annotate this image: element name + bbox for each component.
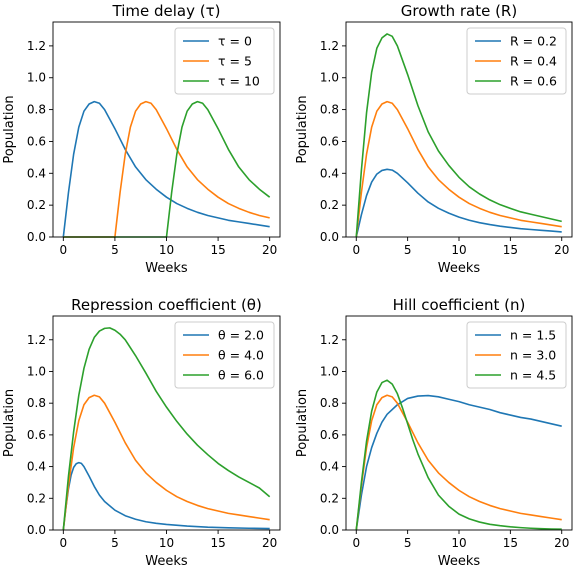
y-tick-label: 0.0 (27, 523, 46, 537)
series-line-2 (356, 380, 561, 530)
y-tick-label: 1.0 (27, 71, 46, 85)
y-tick-label: 0.4 (27, 166, 46, 180)
x-tick-label: 0 (352, 536, 360, 550)
y-tick-label: 0.6 (27, 428, 46, 442)
x-tick-label: 10 (159, 243, 174, 257)
series-line-0 (356, 396, 561, 530)
chart-title: Growth rate (R) (401, 2, 517, 20)
x-axis-label: Weeks (438, 554, 481, 569)
y-tick-label: 0.4 (27, 460, 46, 474)
y-axis-label: Population (2, 95, 17, 163)
legend-label: R = 0.2 (510, 34, 557, 49)
y-tick-label: 0.0 (27, 230, 46, 244)
x-tick-label: 15 (503, 243, 518, 257)
series-line-0 (356, 169, 561, 237)
y-tick-label: 0.6 (27, 134, 46, 148)
legend-label: θ = 2.0 (218, 328, 264, 343)
series-line-0 (63, 463, 269, 530)
x-axis-label: Weeks (145, 261, 188, 276)
x-tick-label: 5 (111, 243, 119, 257)
x-tick-label: 15 (210, 243, 225, 257)
legend-label: n = 4.5 (510, 368, 556, 383)
y-tick-label: 0.8 (27, 103, 46, 117)
y-tick-label: 0.4 (320, 460, 339, 474)
legend: θ = 2.0 θ = 4.0 θ = 6.0 (175, 322, 274, 388)
y-tick-label: 0.0 (320, 523, 339, 537)
y-tick-label: 1.2 (320, 333, 339, 347)
x-tick-label: 0 (59, 536, 67, 550)
y-tick-label: 0.2 (320, 198, 339, 212)
x-tick-label: 0 (59, 243, 67, 257)
legend: R = 0.2 R = 0.4 R = 0.6 (467, 28, 566, 94)
series-line-1 (63, 395, 269, 530)
chart-panel-2: Repression coefficient (θ) 0 5 10 15 20 0.0 0.2… (2, 296, 280, 569)
x-tick-label: 0 (352, 243, 360, 257)
y-tick-label: 0.2 (27, 198, 46, 212)
legend-label: τ = 0 (218, 34, 252, 49)
y-tick-label: 1.2 (320, 39, 339, 53)
y-tick-label: 0.8 (320, 396, 339, 410)
y-axis-label: Population (295, 95, 310, 163)
x-tick-label: 20 (262, 243, 277, 257)
chart-panel-0: Time delay (τ) 0 5 10 15 20 0.0 0.2 0.4 0.6 0.8 1.0… (2, 2, 280, 276)
y-tick-label: 0.6 (320, 428, 339, 442)
chart-title: Repression coefficient (θ) (71, 296, 262, 314)
y-tick-label: 0.8 (320, 103, 339, 117)
legend-label: n = 3.0 (510, 348, 556, 363)
x-tick-label: 15 (210, 536, 225, 550)
x-tick-label: 10 (451, 536, 466, 550)
series-line-1 (63, 102, 269, 237)
legend-label: R = 0.4 (510, 54, 557, 69)
y-tick-label: 1.0 (320, 364, 339, 378)
legend-label: R = 0.6 (510, 74, 557, 89)
x-tick-label: 20 (262, 536, 277, 550)
x-tick-label: 20 (554, 243, 569, 257)
legend-label: θ = 6.0 (218, 368, 264, 383)
chart-panel-1: Growth rate (R) 0 5 10 15 20 0.0 0.2 0.4 0.6 0.8 1.… (295, 2, 572, 276)
x-tick-label: 10 (159, 536, 174, 550)
y-tick-label: 0.2 (27, 491, 46, 505)
series-line-0 (63, 102, 269, 237)
x-axis-label: Weeks (438, 261, 481, 276)
y-tick-label: 1.0 (320, 71, 339, 85)
x-tick-label: 5 (404, 243, 412, 257)
chart-title: Time delay (τ) (112, 2, 221, 20)
legend-label: n = 1.5 (510, 328, 556, 343)
y-axis-label: Population (2, 389, 17, 457)
x-tick-label: 15 (503, 536, 518, 550)
y-tick-label: 0.4 (320, 166, 339, 180)
y-tick-label: 0.8 (27, 396, 46, 410)
legend: n = 1.5 n = 3.0 n = 4.5 (467, 322, 566, 388)
y-tick-label: 1.0 (27, 364, 46, 378)
x-tick-label: 5 (404, 536, 412, 550)
chart-panel-3: Hill coefficient (n) 0 5 10 15 20 0.0 0.2 0.4 0.6… (295, 296, 572, 569)
y-axis-label: Population (295, 389, 310, 457)
chart-title: Hill coefficient (n) (393, 296, 526, 314)
y-tick-label: 0.2 (320, 491, 339, 505)
y-tick-label: 1.2 (27, 39, 46, 53)
series-line-2 (63, 102, 269, 237)
y-tick-label: 0.0 (320, 230, 339, 244)
legend: τ = 0 τ = 5 τ = 10 (175, 28, 274, 94)
legend-label: τ = 5 (218, 54, 252, 69)
x-tick-label: 20 (554, 536, 569, 550)
x-tick-label: 5 (111, 536, 119, 550)
y-tick-label: 0.6 (320, 134, 339, 148)
y-tick-label: 1.2 (27, 333, 46, 347)
x-tick-label: 10 (451, 243, 466, 257)
legend-label: τ = 10 (218, 74, 260, 89)
legend-label: θ = 4.0 (218, 348, 264, 363)
x-axis-label: Weeks (145, 554, 188, 569)
